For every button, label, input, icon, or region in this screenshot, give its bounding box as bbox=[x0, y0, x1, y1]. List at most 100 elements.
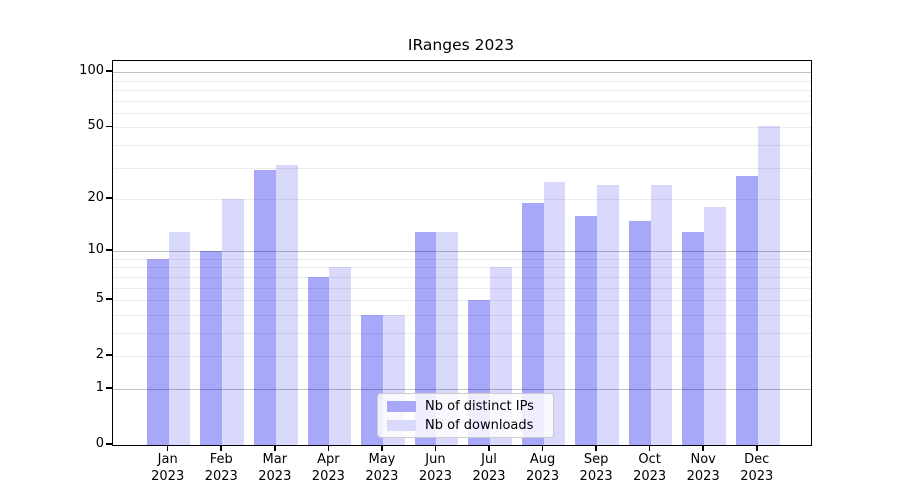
bar-Sep-2023-distinct-ips bbox=[575, 216, 598, 445]
legend: Nb of distinct IPs Nb of downloads bbox=[377, 393, 554, 438]
bar-Aug-2023-distinct-ips bbox=[521, 202, 544, 445]
x-tick-aug bbox=[541, 445, 544, 451]
gridline-minor-6 bbox=[113, 287, 811, 289]
x-tick-label-dec: Dec 2023 bbox=[725, 452, 789, 485]
x-tick-label-year: 2023 bbox=[418, 468, 452, 484]
legend-item-downloads: Nb of downloads bbox=[387, 418, 544, 433]
y-tick-10 bbox=[106, 249, 112, 252]
x-tick-label-year: 2023 bbox=[311, 468, 345, 484]
gridline-minor-60 bbox=[113, 112, 811, 114]
x-tick-label-year: 2023 bbox=[633, 468, 667, 484]
gridline-minor-7 bbox=[113, 276, 811, 278]
legend-swatch-distinct-ips bbox=[387, 400, 416, 412]
bar-Jan-2023-downloads bbox=[168, 231, 191, 445]
gridline-minor-2 bbox=[113, 356, 811, 358]
bar-Jan-2023-distinct-ips bbox=[146, 258, 169, 445]
gridline-minor-9 bbox=[113, 258, 811, 260]
plot-area bbox=[112, 60, 812, 446]
x-tick-label-feb: Feb 2023 bbox=[189, 452, 253, 485]
bar-Oct-2023-distinct-ips bbox=[628, 220, 651, 445]
x-tick-mar bbox=[274, 445, 276, 451]
y-tick-2 bbox=[106, 354, 112, 357]
x-tick-may bbox=[381, 445, 383, 451]
x-tick-dec bbox=[755, 445, 758, 451]
bar-Nov-2023-distinct-ips bbox=[682, 231, 705, 445]
bar-Dec-2023-downloads bbox=[757, 125, 780, 445]
x-tick-label-month: Jul bbox=[481, 452, 497, 467]
gridline-minor-70 bbox=[113, 100, 811, 102]
x-tick-label-month: Dec bbox=[744, 452, 770, 467]
y-tick-label-20: 20 bbox=[87, 190, 104, 205]
x-tick-label-month: Mar bbox=[262, 452, 288, 467]
x-tick-oct bbox=[648, 445, 651, 451]
x-tick-label-apr: Apr 2023 bbox=[296, 452, 360, 485]
gridline-minor-20 bbox=[113, 199, 811, 200]
bar-Mar-2023-distinct-ips bbox=[254, 170, 276, 445]
y-tick-label-50: 50 bbox=[87, 118, 104, 134]
bar-Oct-2023-downloads bbox=[650, 184, 673, 445]
x-tick-label-month: Oct bbox=[638, 452, 661, 467]
x-tick-label-jun: Jun 2023 bbox=[403, 452, 467, 485]
legend-item-distinct-ips: Nb of distinct IPs bbox=[387, 399, 544, 414]
y-tick-1 bbox=[106, 387, 112, 389]
gridline-minor-5 bbox=[113, 300, 811, 302]
gridline-major-100 bbox=[113, 72, 811, 74]
gridline-minor-90 bbox=[113, 80, 811, 82]
y-tick-label-5: 5 bbox=[95, 291, 104, 307]
y-tick-5 bbox=[106, 298, 112, 301]
gridline-minor-50 bbox=[113, 127, 811, 129]
x-tick-label-nov: Nov 2023 bbox=[671, 452, 735, 485]
y-tick-label-10: 10 bbox=[87, 242, 104, 258]
x-tick-label-year: 2023 bbox=[365, 468, 399, 484]
x-tick-label-month: Sep bbox=[583, 452, 609, 467]
legend-label-downloads: Nb of downloads bbox=[425, 417, 534, 433]
x-tick-jun bbox=[434, 445, 437, 451]
gridline-major-10 bbox=[113, 251, 811, 253]
y-tick-label-1: 1 bbox=[95, 379, 104, 395]
bar-Nov-2023-downloads bbox=[704, 207, 726, 445]
y-tick-0 bbox=[106, 443, 112, 445]
gridline-minor-30 bbox=[113, 167, 811, 169]
x-tick-feb bbox=[220, 445, 223, 451]
y-tick-50 bbox=[106, 125, 112, 128]
gridline-minor-3 bbox=[113, 332, 811, 334]
y-tick-label-0: 0 bbox=[95, 436, 104, 451]
x-tick-label-year: 2023 bbox=[258, 468, 292, 484]
x-tick-label-month: Aug bbox=[529, 452, 556, 467]
legend-swatch-downloads bbox=[387, 419, 416, 431]
x-tick-label-may: May 2023 bbox=[350, 452, 414, 485]
x-tick-label-month: Feb bbox=[209, 452, 233, 467]
x-tick-sep bbox=[595, 445, 597, 451]
y-tick-100 bbox=[106, 70, 112, 72]
bar-Feb-2023-distinct-ips bbox=[200, 251, 223, 445]
x-tick-label-month: Jan bbox=[157, 452, 178, 467]
x-tick-label-month: May bbox=[368, 452, 396, 467]
x-tick-label-oct: Oct 2023 bbox=[618, 452, 682, 485]
bar-Jun-2023-downloads bbox=[436, 231, 459, 445]
x-tick-jan bbox=[166, 445, 169, 451]
x-tick-label-aug: Aug 2023 bbox=[511, 452, 575, 485]
y-tick-label-100: 100 bbox=[79, 63, 104, 79]
x-tick-label-year: 2023 bbox=[526, 468, 560, 484]
x-tick-nov bbox=[702, 445, 704, 451]
bar-Sep-2023-downloads bbox=[597, 184, 619, 445]
x-tick-label-jan: Jan 2023 bbox=[136, 452, 200, 485]
x-tick-label-jul: Jul 2023 bbox=[457, 452, 521, 485]
bar-Dec-2023-distinct-ips bbox=[735, 175, 758, 445]
bar-Feb-2023-downloads bbox=[222, 199, 245, 445]
x-tick-label-year: 2023 bbox=[686, 468, 720, 484]
x-tick-label-year: 2023 bbox=[151, 468, 185, 484]
x-tick-label-year: 2023 bbox=[472, 468, 506, 484]
x-tick-label-month: Apr bbox=[317, 452, 340, 467]
y-tick-label-2: 2 bbox=[95, 347, 104, 363]
x-tick-label-year: 2023 bbox=[204, 468, 238, 484]
gridline-minor-4 bbox=[113, 314, 811, 316]
x-tick-label-year: 2023 bbox=[740, 468, 774, 484]
legend-label-distinct-ips: Nb of distinct IPs bbox=[425, 398, 534, 414]
gridline-minor-80 bbox=[113, 89, 811, 91]
chart-title: IRanges 2023 bbox=[407, 36, 515, 54]
x-tick-label-year: 2023 bbox=[579, 468, 613, 484]
gridline-major-1 bbox=[113, 388, 811, 390]
gridline-minor-8 bbox=[113, 267, 811, 269]
